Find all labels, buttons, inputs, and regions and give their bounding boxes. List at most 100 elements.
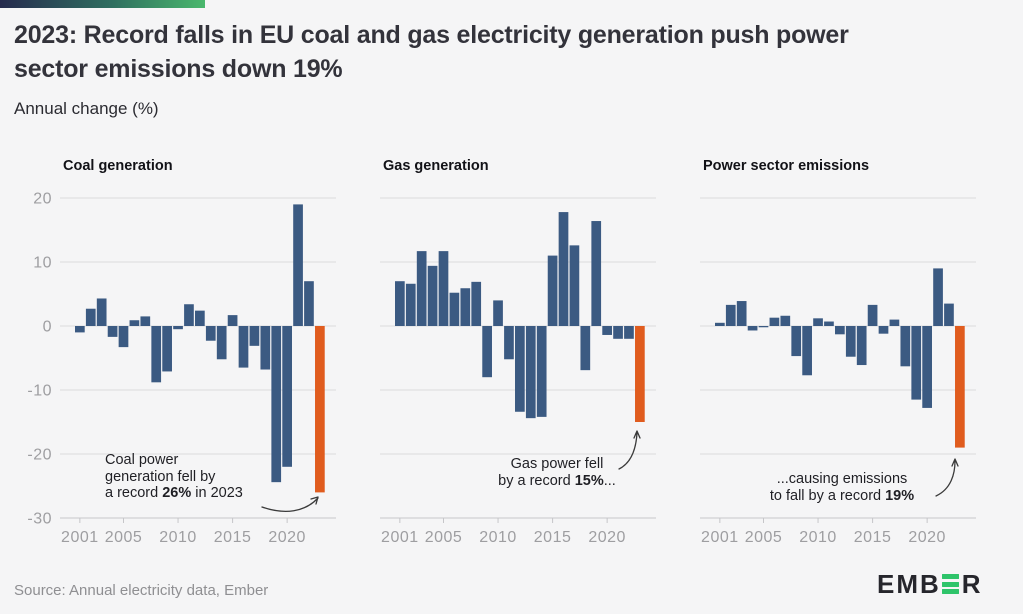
- bar-2016: [878, 326, 889, 334]
- page-title: 2023: Record falls in EU coal and gas el…: [14, 21, 849, 83]
- x-axis-tick-label: 2001: [701, 529, 739, 546]
- bar-2016: [558, 212, 569, 326]
- bar-2019: [911, 326, 922, 400]
- bar-2023: [955, 326, 965, 448]
- x-axis-tick-label: 2010: [159, 529, 197, 546]
- x-axis-tick-label: 2005: [425, 529, 463, 546]
- bar-2011: [824, 321, 834, 326]
- emissions-chart-title: Power sector emissions: [703, 158, 870, 174]
- annotation-line: Coal power: [105, 452, 179, 468]
- x-axis-tick-label: 2001: [61, 529, 99, 546]
- ember-logo-letters-emb: EMB: [877, 569, 941, 599]
- bar-2008: [151, 326, 162, 383]
- bar-2002: [725, 304, 736, 326]
- bar-2001: [395, 281, 405, 326]
- bar-2010: [173, 326, 183, 330]
- annotation-line: ...causing emissions: [776, 471, 908, 487]
- bar-2015: [867, 304, 878, 326]
- bar-2014: [856, 326, 867, 366]
- bar-2020: [282, 326, 292, 467]
- x-axis-tick-label: 2005: [745, 529, 783, 546]
- bar-2012: [835, 326, 845, 335]
- bar-2007: [140, 316, 151, 326]
- bar-2011: [184, 304, 194, 326]
- x-axis-tick-label: 2001: [381, 529, 419, 546]
- bar-2006: [449, 292, 460, 326]
- bar-2003: [416, 251, 427, 326]
- bar-2013: [525, 326, 536, 419]
- bar-2009: [802, 326, 812, 376]
- bar-2004: [747, 326, 758, 331]
- bar-2007: [460, 288, 471, 326]
- bar-2017: [249, 326, 260, 346]
- ember-logo-green-e-icon: [941, 574, 959, 594]
- bar-2011: [504, 326, 514, 360]
- bar-2007: [780, 315, 791, 326]
- bar-2013: [845, 326, 856, 357]
- bar-2016: [238, 326, 249, 368]
- bar-2022: [624, 326, 634, 339]
- emissions-chart-plot: 2001 2005 2010 2015 2020: [700, 197, 976, 546]
- bar-2019: [271, 326, 282, 483]
- bar-2001: [75, 326, 85, 333]
- bar-2001: [715, 322, 725, 326]
- bar-2004: [107, 326, 118, 337]
- bar-2023: [315, 326, 325, 493]
- bar-2018: [580, 326, 591, 371]
- y-axis-tick-label: 0: [43, 319, 52, 336]
- bar-2010: [493, 300, 503, 326]
- chart-units-subtitle: Annual change (%): [14, 99, 159, 118]
- coal-annotation: Coal power generation fell by a record 26%…: [105, 452, 325, 502]
- bar-2020: [602, 326, 612, 335]
- bar-2006: [129, 320, 140, 326]
- gas-chart-plot: 2001 2005 2010 2015 2020: [380, 197, 656, 546]
- bar-2020: [922, 326, 932, 408]
- bar-2021: [933, 268, 943, 326]
- x-axis-tick-label: 2015: [534, 529, 572, 546]
- x-axis-tick-label: 2010: [479, 529, 517, 546]
- bar-2021: [613, 326, 623, 339]
- bar-2010: [813, 318, 823, 326]
- x-axis-tick-label: 2005: [105, 529, 143, 546]
- x-axis-tick-label: 2020: [588, 529, 626, 546]
- bar-2022: [944, 303, 954, 326]
- ember-logo-letter-r: R: [961, 569, 983, 599]
- bar-2017: [569, 245, 580, 326]
- gas-annotation: Gas power fell by a record 15%...: [482, 456, 632, 490]
- gas-generation-chart: Gas generation 2001 2005 2010 2015 2020: [330, 150, 660, 570]
- bar-2002: [85, 308, 96, 326]
- bar-2021: [293, 204, 303, 326]
- annotation-line: by a record 15%...: [498, 473, 616, 489]
- bar-2005: [758, 326, 769, 328]
- emissions-annotation: ...causing emissions to fall by a record …: [752, 471, 932, 505]
- bar-2004: [427, 265, 438, 326]
- bar-2014: [216, 326, 227, 360]
- bar-2017: [889, 319, 900, 326]
- annotation-line: to fall by a record 19%: [769, 488, 915, 504]
- power-emissions-chart: Power sector emissions 2001 2005 2010 2015 2…: [650, 150, 980, 570]
- bar-2008: [791, 326, 802, 357]
- x-axis-tick-label: 2015: [854, 529, 892, 546]
- source-credit: Source: Annual electricity data, Ember: [14, 582, 269, 599]
- bar-2012: [515, 326, 525, 412]
- annotation-line: Gas power fell: [510, 456, 604, 472]
- y-axis-tick-label: -20: [27, 447, 52, 464]
- annotation-line: generation fell by: [105, 468, 216, 485]
- y-axis-tick-label: 10: [33, 255, 52, 272]
- bar-2003: [96, 298, 107, 326]
- bar-2003: [736, 301, 747, 326]
- bar-2023: [635, 326, 645, 422]
- bar-2012: [195, 310, 205, 326]
- bar-2009: [162, 326, 172, 372]
- x-axis-tick-label: 2020: [268, 529, 306, 546]
- bar-2002: [405, 283, 416, 326]
- bar-2019: [591, 221, 602, 326]
- brand-accent-bar: [0, 0, 205, 8]
- bar-2008: [471, 281, 482, 326]
- coal-chart-title: Coal generation: [63, 158, 173, 174]
- bar-2014: [536, 326, 547, 417]
- bar-2018: [260, 326, 271, 370]
- bar-2013: [205, 326, 216, 341]
- bar-2005: [118, 326, 129, 348]
